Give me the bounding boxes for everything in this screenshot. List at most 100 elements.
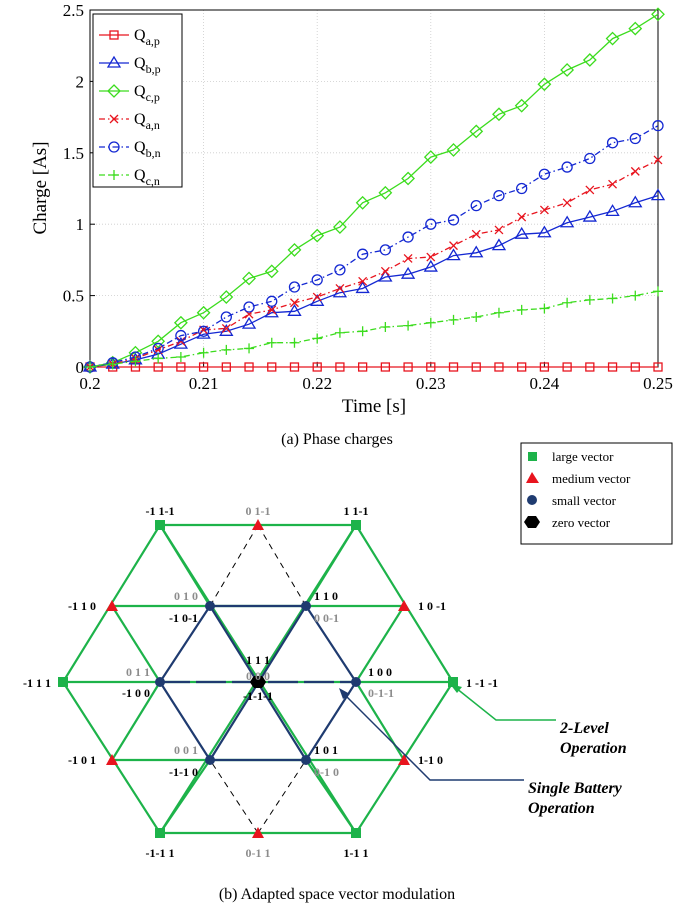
- data-point: [311, 274, 323, 286]
- data-point: [312, 362, 322, 372]
- zero-vector-marker-outline: [250, 676, 266, 688]
- label-zero-mid: 0 0 0: [246, 669, 270, 683]
- data-point: [537, 77, 552, 92]
- diagram-legend: large vector medium vector small vector …: [520, 442, 673, 545]
- small-vector-marker: [301, 755, 311, 765]
- legend-entry: Qb,p: [99, 55, 161, 76]
- dashed-sector-lines: [209, 524, 307, 834]
- data-point: [380, 362, 391, 372]
- legend-marker: [106, 55, 122, 68]
- x-tick-label: 0.24: [530, 374, 560, 393]
- data-point: [469, 124, 484, 139]
- label-small-lr-black: 1 0 1: [314, 743, 338, 757]
- y-tick-label: 2: [76, 72, 85, 91]
- data-point: [446, 143, 461, 157]
- legend-entry: Qc,n: [99, 167, 160, 188]
- x-tick-labels: 0.2 0.21 0.22 0.23 0.24 0.25: [79, 374, 673, 393]
- data-point: [266, 337, 277, 348]
- series-a-p: [85, 362, 663, 372]
- medium-vector-marker: [398, 600, 410, 611]
- y-tick-label: 1.5: [63, 144, 84, 163]
- data-point: [335, 284, 345, 293]
- data-point: [653, 362, 663, 372]
- data-point: [220, 311, 232, 323]
- data-point: [379, 244, 392, 256]
- label-small-l-gray: 0 1 1: [126, 665, 150, 679]
- data-point: [517, 362, 527, 372]
- data-point: [630, 166, 640, 176]
- data-point: [355, 195, 370, 210]
- data-point: [562, 297, 573, 308]
- large-vector-marker: [351, 520, 361, 530]
- annotation-single-battery: Single Battery Operation: [339, 688, 623, 817]
- data-point: [449, 241, 458, 251]
- phase-charge-chart: 0.2 0.21 0.22 0.23 0.24 0.25 0 0.5 1 1.5 2 2.5 Tim…: [30, 1, 673, 417]
- y-tick-label: 0.5: [63, 287, 84, 306]
- data-point: [606, 137, 619, 149]
- data-point: [471, 312, 482, 323]
- data-point: [334, 327, 345, 338]
- small-vector-marker: [155, 677, 165, 687]
- series-c-n: [85, 286, 663, 372]
- data-point: [151, 334, 166, 349]
- data-point: [653, 155, 663, 165]
- legend-box: [92, 13, 183, 188]
- label-small-ur-black: 1 1 0: [314, 589, 338, 603]
- data-point: [562, 362, 572, 372]
- small-vector-markers: [155, 601, 361, 765]
- data-point: [400, 266, 416, 279]
- large-vector-marker: [448, 677, 458, 687]
- series-line: [89, 194, 659, 368]
- label-small-r-gray: 0-1-1: [368, 686, 394, 700]
- data-point: [650, 188, 666, 201]
- data-point: [494, 225, 504, 235]
- data-point: [403, 320, 414, 331]
- data-point: [85, 362, 95, 372]
- data-point: [264, 305, 279, 318]
- label-zero-top: 1 1 1: [246, 653, 270, 667]
- legend-zero-vector-label: zero vector: [552, 515, 611, 530]
- data-point: [403, 362, 413, 372]
- y-axis-label: Charge [As]: [30, 141, 51, 234]
- data-point: [198, 362, 209, 372]
- data-point: [584, 294, 595, 305]
- y-tick-label: 1: [76, 215, 85, 234]
- medium-vector-marker: [106, 600, 118, 611]
- legend-medium-vector-icon: [526, 472, 539, 483]
- label-medium-bottom: 0-1 1: [246, 846, 271, 860]
- data-point: [493, 189, 505, 202]
- data-point: [516, 304, 527, 315]
- x-tick-label: 0.25: [643, 374, 673, 393]
- y-tick-label: 2.5: [63, 1, 84, 20]
- data-point: [584, 152, 596, 165]
- large-vector-marker: [155, 520, 165, 530]
- data-point: [130, 356, 141, 367]
- vertex-labels: -1 1-1 1 1-1 0 1-1 -1 1 0 1 0 -1 -1 1 1 …: [23, 504, 498, 860]
- data-point: [335, 362, 345, 372]
- data-point: [266, 295, 278, 307]
- data-point: [312, 333, 323, 344]
- medium-vector-marker: [252, 827, 264, 838]
- medium-vector-marker: [252, 519, 264, 530]
- x-tick-label: 0.21: [189, 374, 219, 393]
- legend-small-vector-label: small vector: [552, 493, 617, 508]
- data-point: [173, 336, 189, 349]
- data-point: [447, 214, 460, 226]
- data-point: [423, 150, 438, 165]
- data-point: [175, 329, 187, 342]
- series-line: [89, 125, 659, 368]
- data-point: [628, 21, 643, 36]
- caption-b: (b) Adapted space vector modulation: [218, 886, 456, 903]
- data-point: [539, 303, 550, 314]
- legend-marker: [109, 170, 119, 180]
- series-b-p: [82, 188, 666, 372]
- data-point: [585, 362, 595, 372]
- data-point: [469, 245, 484, 258]
- caption-a: (a) Phase charges: [281, 431, 393, 448]
- annotation-single-line2: Operation: [528, 800, 595, 817]
- label-small-l-black: -1 0 0: [122, 686, 150, 700]
- data-point: [514, 98, 529, 113]
- small-vector-marker: [205, 601, 215, 611]
- data-point: [221, 323, 231, 333]
